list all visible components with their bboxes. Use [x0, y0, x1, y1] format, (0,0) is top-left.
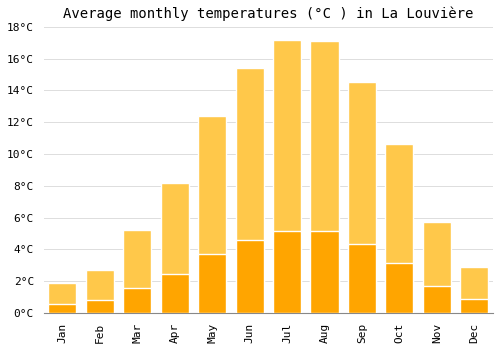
- Bar: [273, 231, 301, 313]
- Bar: [423, 286, 451, 313]
- Bar: [198, 254, 226, 313]
- Bar: [348, 244, 376, 313]
- Bar: [236, 240, 264, 313]
- Bar: [386, 145, 413, 313]
- Bar: [273, 40, 301, 313]
- Bar: [86, 270, 114, 313]
- Bar: [160, 183, 189, 313]
- Bar: [310, 231, 338, 313]
- Bar: [123, 288, 152, 313]
- Bar: [86, 300, 114, 313]
- Bar: [310, 41, 338, 313]
- Bar: [460, 267, 488, 313]
- Bar: [348, 83, 376, 313]
- Title: Average monthly temperatures (°C ) in La Louvière: Average monthly temperatures (°C ) in La…: [63, 7, 474, 21]
- Bar: [48, 304, 76, 313]
- Bar: [198, 116, 226, 313]
- Bar: [386, 262, 413, 313]
- Bar: [236, 68, 264, 313]
- Bar: [160, 274, 189, 313]
- Bar: [423, 222, 451, 313]
- Bar: [460, 299, 488, 313]
- Bar: [123, 230, 152, 313]
- Bar: [48, 283, 76, 313]
